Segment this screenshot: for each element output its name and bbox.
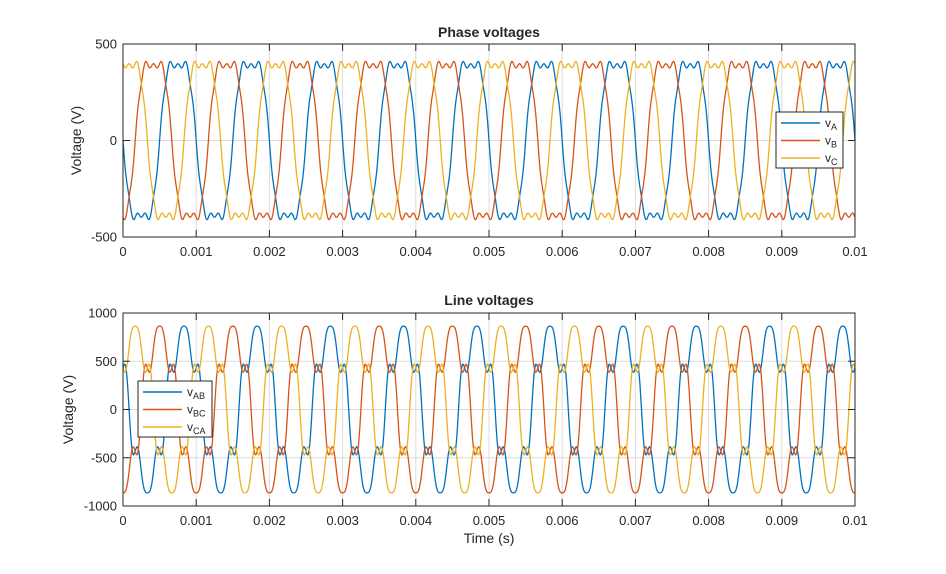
line-voltages-title: Line voltages — [444, 292, 534, 308]
phase-voltages-ytick-label: -500 — [91, 230, 117, 245]
line-voltages-xlabel: Time (s) — [464, 530, 515, 546]
line-voltages-xtick-label: 0.002 — [253, 513, 286, 528]
line-voltages-xtick-label: 0.007 — [619, 513, 652, 528]
phase-voltages-ticks: 0 0.001 0.002 0.003 0.004 0.005 0.006 0.007 0.00… — [91, 37, 868, 260]
line-voltages-series-vca — [122, 325, 856, 494]
phase-voltages-xtick-label: 0 — [119, 244, 126, 259]
line-voltages-series — [122, 325, 856, 494]
phase-voltages-xtick-label: 0.006 — [546, 244, 579, 259]
phase-voltages-xtick-label: 0.001 — [180, 244, 213, 259]
line-voltages-ytick-label: 500 — [95, 354, 117, 369]
phase-voltages-plot: 0 0.001 0.002 0.003 0.004 0.005 0.006 0.007 0.00… — [68, 24, 868, 259]
phase-voltages-xtick-label: 0.01 — [842, 244, 867, 259]
line-voltages-ticks: 0 0.001 0.002 0.003 0.004 0.005 0.006 0.007 0.00… — [84, 306, 868, 529]
phase-voltages-xtick-label: 0.002 — [253, 244, 286, 259]
phase-voltages-ylabel: Voltage (V) — [68, 106, 84, 175]
line-voltages-ytick-label: -1000 — [84, 499, 117, 514]
line-voltages-xtick-label: 0.008 — [692, 513, 725, 528]
phase-voltages-series-va — [122, 60, 856, 221]
phase-voltages-series-vc — [122, 60, 856, 221]
phase-voltages-xtick-label: 0.008 — [692, 244, 725, 259]
line-voltages-ytick-label: 0 — [110, 402, 117, 417]
line-voltages-ytick-label: -500 — [91, 450, 117, 465]
phase-voltages-xtick-label: 0.005 — [473, 244, 506, 259]
phase-voltages-xtick-label: 0.003 — [326, 244, 359, 259]
phase-voltages-series — [122, 60, 856, 221]
line-voltages-grid — [123, 313, 855, 506]
line-voltages-ytick-label: 1000 — [88, 306, 117, 321]
line-voltages-xtick-label: 0.004 — [400, 513, 433, 528]
phase-voltages-ytick-label: 500 — [95, 37, 117, 52]
phase-voltages-series-vb — [122, 60, 856, 221]
phase-voltages-ytick-label: 0 — [110, 133, 117, 148]
line-voltages-ylabel: Voltage (V) — [60, 375, 76, 444]
line-voltages-xtick-label: 0 — [119, 513, 126, 528]
phase-voltages-xtick-label: 0.004 — [400, 244, 433, 259]
phase-voltages-xtick-label: 0.009 — [766, 244, 799, 259]
phase-voltages-title: Phase voltages — [438, 24, 540, 40]
line-voltages-xtick-label: 0.003 — [326, 513, 359, 528]
line-voltages-xtick-label: 0.005 — [473, 513, 506, 528]
line-voltages-xtick-label: 0.01 — [842, 513, 867, 528]
phase-voltages-xtick-label: 0.007 — [619, 244, 652, 259]
line-voltages-xtick-label: 0.001 — [180, 513, 213, 528]
line-voltages-xtick-label: 0.006 — [546, 513, 579, 528]
line-voltages-xtick-label: 0.009 — [766, 513, 799, 528]
line-voltages-plot: 0 0.001 0.002 0.003 0.004 0.005 0.006 0.007 0.00… — [60, 292, 868, 546]
